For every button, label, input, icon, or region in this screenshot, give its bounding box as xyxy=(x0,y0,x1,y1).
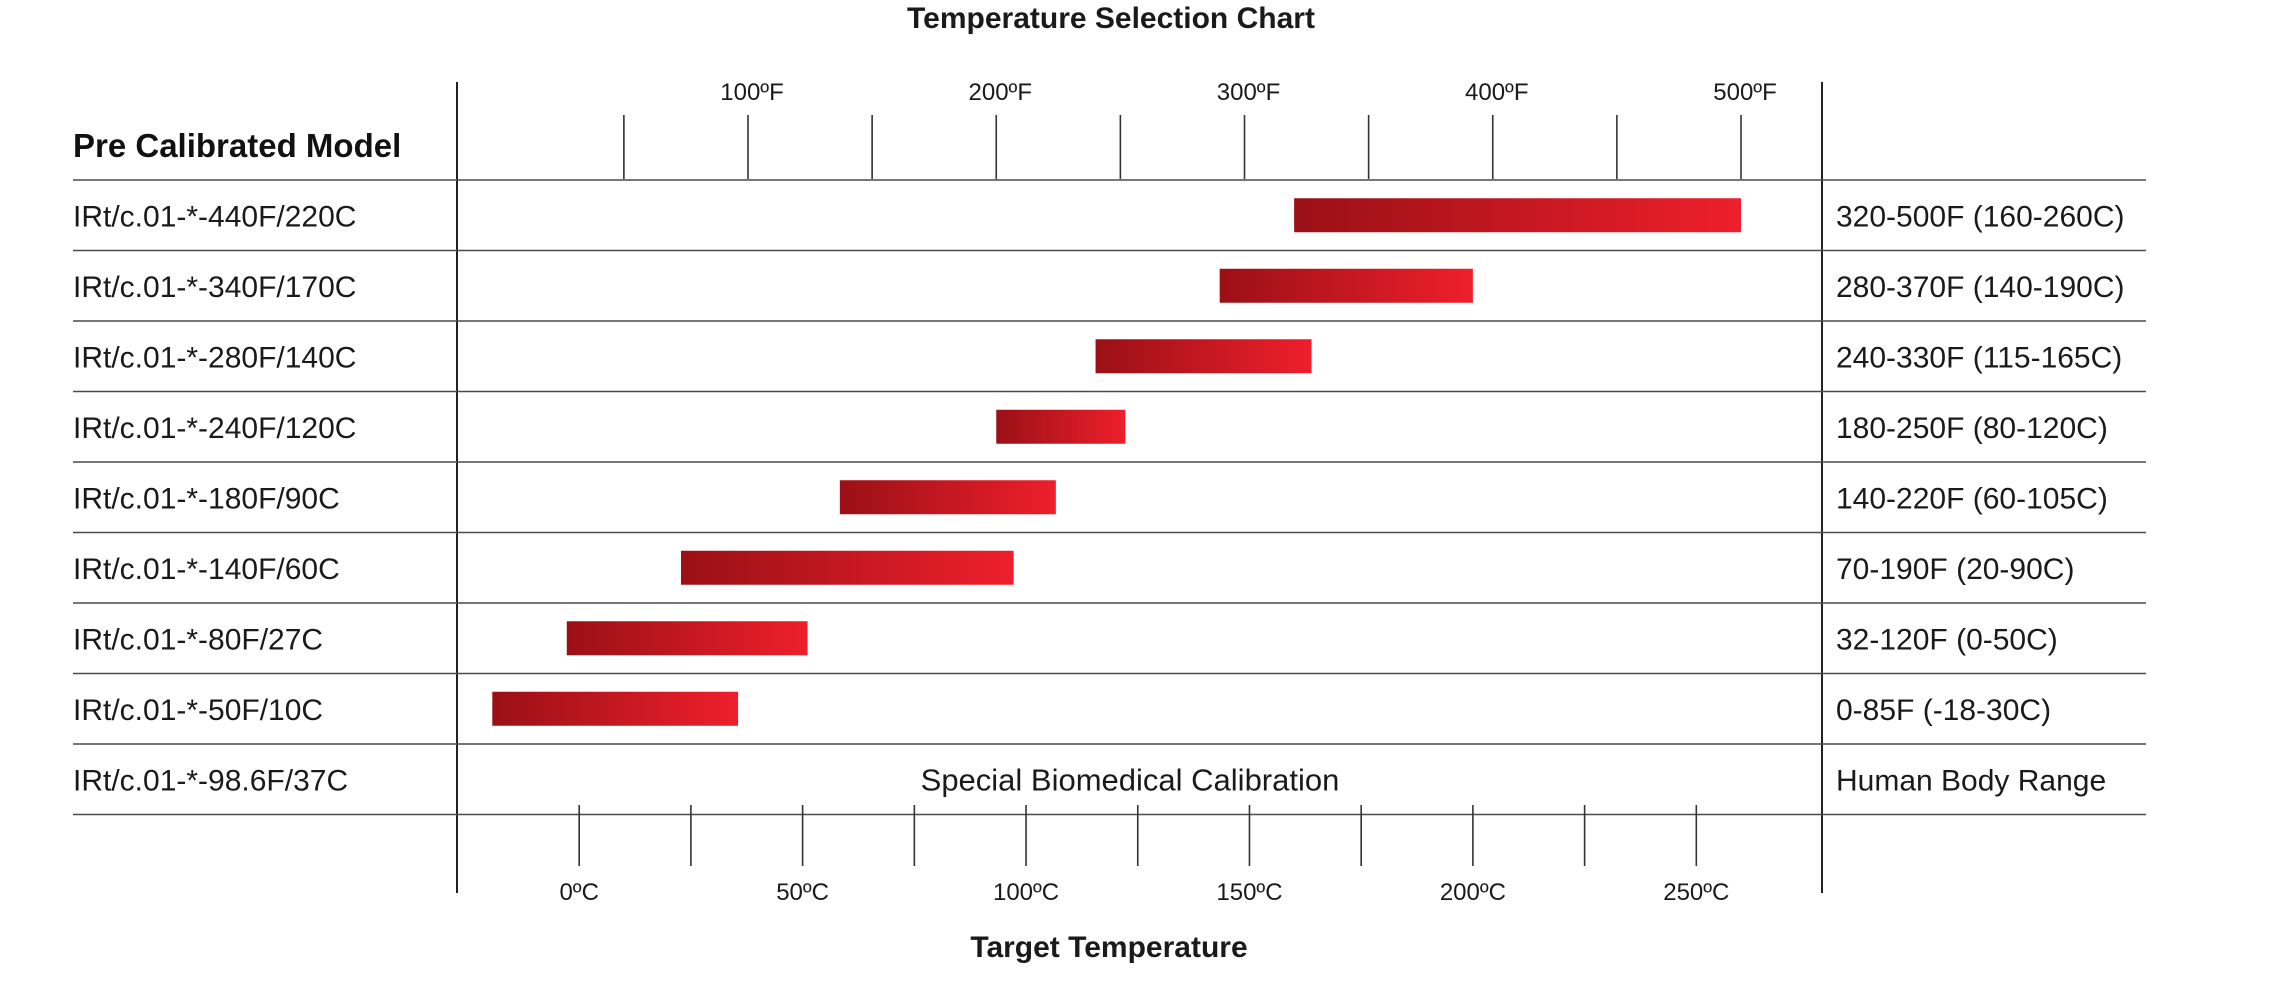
row-model-label: IRt/c.01-*-240F/120C xyxy=(73,412,356,445)
bottom-tick-label-2: 100ºC xyxy=(993,879,1059,906)
top-axis-fahrenheit: 100ºF 200ºF 300ºF 400ºF 500ºF xyxy=(623,79,1777,179)
top-tick-label-4: 500ºF xyxy=(1713,79,1776,106)
range-bars xyxy=(492,198,1741,726)
bottom-tick-label-5: 250ºC xyxy=(1663,879,1729,906)
top-tick-label-0: 100ºF xyxy=(720,79,783,106)
x-axis-label: Target Temperature xyxy=(970,931,1247,964)
row-model-label: IRt/c.01-*-280F/140C xyxy=(73,341,356,374)
row-model-label: IRt/c.01-*-340F/170C xyxy=(73,271,356,304)
bottom-tick-label-3: 150ºC xyxy=(1216,879,1282,906)
range-bar-3 xyxy=(996,409,1126,444)
row-model-label: IRt/c.01-*-50F/10C xyxy=(73,694,323,727)
range-bar-1 xyxy=(1219,268,1473,303)
row-model-label: IRt/c.01-*-80F/27C xyxy=(73,623,323,656)
row-model-label: IRt/c.01-*-440F/220C xyxy=(73,200,356,233)
range-bar-4 xyxy=(839,480,1056,515)
row-range-label: 70-190F (20-90C) xyxy=(1836,553,2074,586)
model-column-header: Pre Calibrated Model xyxy=(73,127,401,164)
range-bar-5 xyxy=(680,550,1014,585)
row-model-label: IRt/c.01-*-140F/60C xyxy=(73,553,340,586)
row-model-label: IRt/c.01-*-180F/90C xyxy=(73,482,340,515)
top-tick-label-1: 200ºF xyxy=(969,79,1032,106)
range-bar-0 xyxy=(1294,198,1741,233)
bottom-tick-label-4: 200ºC xyxy=(1440,879,1506,906)
row-grid xyxy=(73,179,2146,816)
row-range-label: 320-500F (160-260C) xyxy=(1836,200,2125,233)
range-bar-7 xyxy=(492,691,739,726)
range-bar-2 xyxy=(1095,339,1312,374)
row-range-label: 180-250F (80-120C) xyxy=(1836,412,2108,445)
row-range-label: 280-370F (140-190C) xyxy=(1836,271,2125,304)
row-model-label: IRt/c.01-*-98.6F/37C xyxy=(73,764,348,797)
row-range-label: 0-85F (-18-30C) xyxy=(1836,694,2051,727)
row-range-label: Human Body Range xyxy=(1836,764,2106,797)
chart-title: Temperature Selection Chart xyxy=(907,2,1315,35)
row-labels: IRt/c.01-*-440F/220C 320-500F (160-260C) I… xyxy=(73,200,2125,797)
top-tick-label-3: 400ºF xyxy=(1465,79,1528,106)
row-range-label: 32-120F (0-50C) xyxy=(1836,623,2058,656)
bottom-tick-label-0: 0ºC xyxy=(559,879,598,906)
top-tick-label-2: 300ºF xyxy=(1217,79,1280,106)
row-range-label: 140-220F (60-105C) xyxy=(1836,482,2108,515)
row-range-label: 240-330F (115-165C) xyxy=(1836,341,2122,374)
range-bar-6 xyxy=(566,621,808,656)
row-note-label: Special Biomedical Calibration xyxy=(921,762,1340,797)
bottom-tick-label-1: 50ºC xyxy=(776,879,829,906)
bottom-axis-celsius: 0ºC 50ºC 100ºC 150ºC 200ºC 250ºC xyxy=(559,805,1729,906)
